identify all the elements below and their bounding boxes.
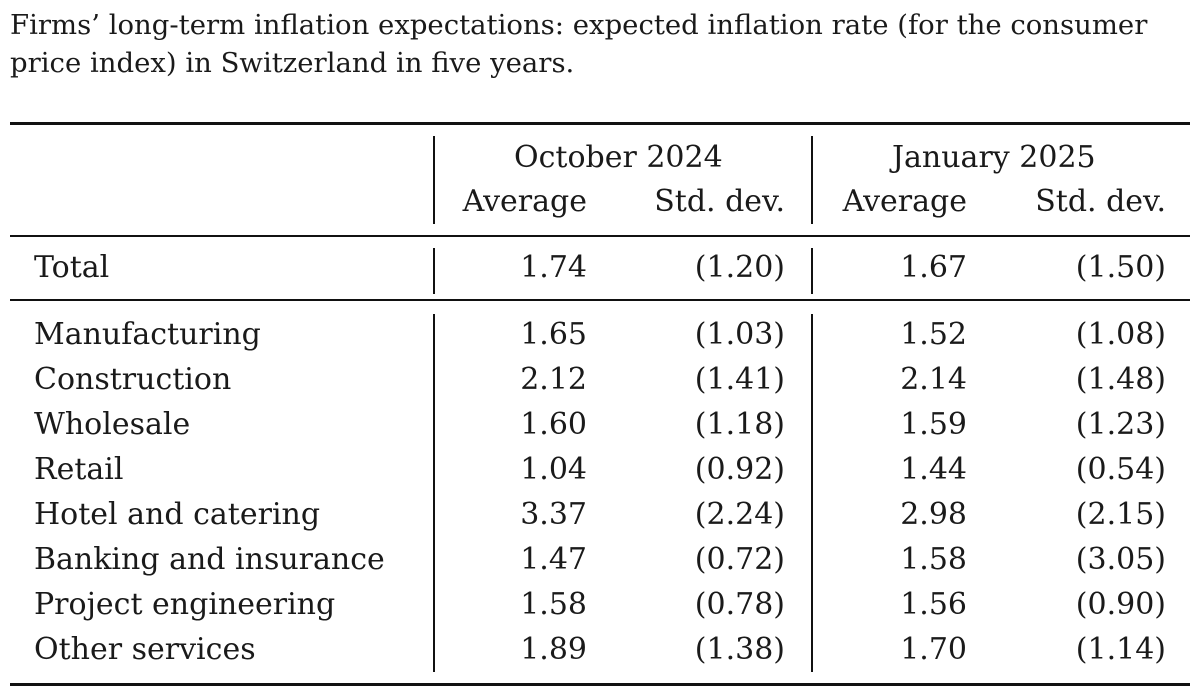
- oct-average: 2.12: [520, 362, 587, 397]
- subheader-oct-average: Average: [462, 184, 587, 219]
- group-header-october-2024: October 2024: [514, 140, 723, 175]
- jan-average: 1.44: [900, 452, 967, 487]
- jan-std-dev: (1.08): [1075, 317, 1166, 352]
- group-header-january-2025: January 2025: [892, 140, 1096, 175]
- jan-average: 1.52: [900, 317, 967, 352]
- jan-std-dev: (1.48): [1075, 362, 1166, 397]
- header-separator-middle: [811, 136, 813, 224]
- bottom-rule: [10, 683, 1190, 686]
- row-label: Banking and insurance: [34, 542, 385, 577]
- jan-std-dev: (1.23): [1075, 407, 1166, 442]
- jan-average: 2.14: [900, 362, 967, 397]
- row-label: Other services: [34, 632, 256, 667]
- jan-average: 1.70: [900, 632, 967, 667]
- jan-average: 1.59: [900, 407, 967, 442]
- total-jan-std-dev: (1.50): [1075, 250, 1166, 285]
- jan-average: 1.56: [900, 587, 967, 622]
- row-label: Construction: [34, 362, 232, 397]
- total-jan-average: 1.67: [900, 250, 967, 285]
- oct-std-dev: (1.38): [694, 632, 785, 667]
- subheader-jan-average: Average: [842, 184, 967, 219]
- jan-std-dev: (1.14): [1075, 632, 1166, 667]
- oct-std-dev: (0.72): [694, 542, 785, 577]
- total-rule: [10, 299, 1190, 301]
- oct-average: 1.04: [520, 452, 587, 487]
- oct-average: 1.60: [520, 407, 587, 442]
- oct-std-dev: (0.78): [694, 587, 785, 622]
- body-separator-left: [433, 314, 435, 672]
- jan-std-dev: (0.54): [1075, 452, 1166, 487]
- total-oct-average: 1.74: [520, 250, 587, 285]
- oct-average: 1.58: [520, 587, 587, 622]
- oct-average: 1.65: [520, 317, 587, 352]
- oct-average: 3.37: [520, 497, 587, 532]
- subheader-oct-std-dev: Std. dev.: [654, 184, 785, 219]
- row-label: Hotel and catering: [34, 497, 321, 532]
- oct-std-dev: (1.18): [694, 407, 785, 442]
- header-separator-left: [433, 136, 435, 224]
- oct-std-dev: (2.24): [694, 497, 785, 532]
- jan-std-dev: (0.90): [1075, 587, 1166, 622]
- jan-average: 1.58: [900, 542, 967, 577]
- oct-average: 1.89: [520, 632, 587, 667]
- row-label: Wholesale: [34, 407, 191, 442]
- total-label: Total: [34, 250, 110, 285]
- oct-std-dev: (1.41): [694, 362, 785, 397]
- oct-average: 1.47: [520, 542, 587, 577]
- row-label: Manufacturing: [34, 317, 261, 352]
- total-separator-left: [433, 248, 435, 294]
- top-rule: [10, 122, 1190, 125]
- subheader-jan-std-dev: Std. dev.: [1035, 184, 1166, 219]
- total-separator-middle: [811, 248, 813, 294]
- oct-std-dev: (0.92): [694, 452, 785, 487]
- oct-std-dev: (1.03): [694, 317, 785, 352]
- jan-std-dev: (3.05): [1075, 542, 1166, 577]
- table-caption: Firms’ long-term inflation expectations:…: [10, 9, 1148, 79]
- row-label: Project engineering: [34, 587, 336, 622]
- jan-std-dev: (2.15): [1075, 497, 1166, 532]
- jan-average: 2.98: [900, 497, 967, 532]
- row-label: Retail: [34, 452, 124, 487]
- header-rule: [10, 235, 1190, 237]
- body-separator-middle: [811, 314, 813, 672]
- total-oct-std-dev: (1.20): [694, 250, 785, 285]
